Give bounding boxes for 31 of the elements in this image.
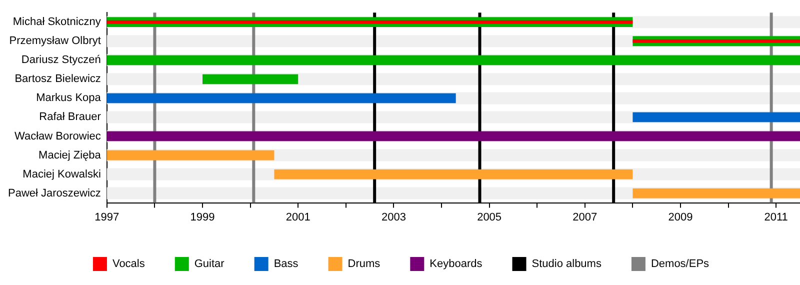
legend-label: Guitar [194, 258, 225, 270]
y-tick-label: Maciej Zięba [38, 149, 102, 162]
y-tick-label: Bartosz Bielewicz [14, 73, 101, 86]
legend-label: Drums [348, 258, 381, 270]
legend-label: Vocals [112, 258, 146, 270]
y-tick-label: Markus Kopa [36, 92, 102, 104]
x-tick-label: 1997 [94, 211, 120, 224]
y-tick-label: Michał Skotniczny [12, 16, 102, 28]
x-tick-label: 2009 [668, 211, 693, 224]
bar [202, 74, 298, 84]
bar [632, 112, 800, 122]
bar [632, 188, 800, 198]
y-tick-label: Paweł Jaroszewicz [8, 187, 101, 200]
y-tick-label: Dariusz Styczeń [21, 54, 101, 66]
legend-label: Keyboards [430, 258, 483, 270]
y-tick-label: Maciej Kowalski [22, 168, 101, 180]
x-tick-label: 2011 [764, 211, 788, 224]
y-tick-label: Wacław Borowiec [14, 130, 102, 142]
legend-label: Demos/EPs [650, 258, 710, 270]
y-tick-label: Przemysław Olbryt [9, 35, 101, 48]
bar [632, 39, 800, 43]
legend-label: Bass [274, 258, 299, 270]
bar [106, 150, 274, 160]
x-tick-label: 2001 [286, 211, 310, 224]
legend-label: Studio albums [532, 258, 602, 270]
x-tick-label: 2003 [381, 211, 406, 224]
x-tick-label: 2007 [572, 211, 598, 224]
x-tick-label: 2005 [477, 211, 502, 224]
bar [106, 20, 633, 24]
y-tick-label: Rafał Brauer [39, 111, 102, 124]
x-tick-label: 1999 [190, 211, 215, 224]
